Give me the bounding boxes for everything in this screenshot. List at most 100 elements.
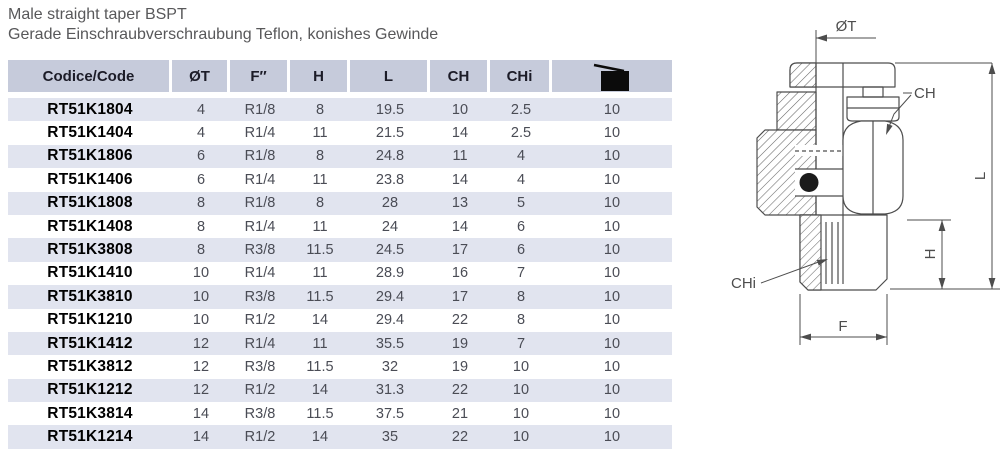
cell-h: 11 <box>312 125 328 142</box>
cell-code: RT51K3810 <box>47 287 133 305</box>
table-row: RT51K1406 6 R1/4 11 23.8 14 4 10 <box>8 168 672 191</box>
cell-l: 29.4 <box>375 312 405 329</box>
cell-thread: R1/4 <box>244 171 276 188</box>
page-title-en: Male straight taper BSPT <box>8 6 187 23</box>
cell-l: 35.5 <box>375 335 405 352</box>
page-title-de: Gerade Einschraubverschraubung Teflon, k… <box>8 26 439 43</box>
header-code: Codice/Code <box>8 60 172 92</box>
dim-label-h: H <box>922 249 939 260</box>
cell-tube-diameter: 14 <box>192 429 210 446</box>
cell-code: RT51K1806 <box>47 147 133 165</box>
cell-l: 28 <box>381 195 399 212</box>
cell-ch: 17 <box>451 288 469 305</box>
dim-label-f: F <box>838 318 847 335</box>
dimensions-table: Codice/Code ØT F″ H L CH CHi RT51K1804 4 R… <box>8 60 672 449</box>
cell-chi: 6 <box>516 242 526 259</box>
table-row: RT51K1404 4 R1/4 11 21.5 14 2.5 10 <box>8 121 672 144</box>
cell-thread: R1/2 <box>244 429 276 446</box>
cell-ch: 17 <box>451 242 469 259</box>
cell-package-qty: 10 <box>603 218 621 235</box>
cell-l: 32 <box>381 358 399 375</box>
cell-code: RT51K3808 <box>47 241 133 259</box>
cell-package-qty: 10 <box>603 125 621 142</box>
cell-h: 8 <box>315 148 325 165</box>
cell-tube-diameter: 6 <box>196 148 206 165</box>
cell-package-qty: 10 <box>603 358 621 375</box>
fitting-section-outline <box>756 62 904 291</box>
cell-l: 21.5 <box>375 125 405 142</box>
cell-tube-diameter: 10 <box>192 288 210 305</box>
table-row: RT51K1210 10 R1/2 14 29.4 22 8 10 <box>8 309 672 332</box>
cell-chi: 7 <box>516 265 526 282</box>
cell-code: RT51K1214 <box>47 428 133 446</box>
cell-code: RT51K1412 <box>47 334 133 352</box>
cell-tube-diameter: 10 <box>192 312 210 329</box>
cell-thread: R1/2 <box>244 312 276 329</box>
cell-package-qty: 10 <box>603 265 621 282</box>
cell-package-qty: 10 <box>603 242 621 259</box>
cell-ch: 10 <box>451 101 469 118</box>
cell-tube-diameter: 8 <box>196 242 206 259</box>
cell-ch: 14 <box>451 218 469 235</box>
cell-ch: 11 <box>452 148 468 165</box>
cell-tube-diameter: 8 <box>196 195 206 212</box>
o-ring-dot <box>799 173 819 192</box>
cell-package-qty: 10 <box>603 288 621 305</box>
cell-package-qty: 10 <box>603 148 621 165</box>
cell-chi: 5 <box>516 195 526 212</box>
table-row: RT51K3810 10 R3/8 11.5 29.4 17 8 10 <box>8 285 672 309</box>
cell-code: RT51K1210 <box>47 311 133 329</box>
cell-chi: 7 <box>516 335 526 352</box>
cell-ch: 14 <box>451 125 469 142</box>
cell-code: RT51K3814 <box>47 404 133 422</box>
header-package <box>552 60 672 92</box>
table-row: RT51K1412 12 R1/4 11 35.5 19 7 10 <box>8 331 672 356</box>
cell-chi: 10 <box>512 429 530 446</box>
header-tube-diameter: ØT <box>172 60 230 92</box>
dim-label-ch: CH <box>914 85 936 102</box>
cell-code: RT51K1808 <box>47 194 133 212</box>
cell-tube-diameter: 10 <box>192 265 210 282</box>
cell-tube-diameter: 6 <box>196 171 206 188</box>
cell-code: RT51K1406 <box>47 170 133 188</box>
table-row: RT51K1408 8 R1/4 11 24 14 6 10 <box>8 215 672 238</box>
table-row: RT51K1804 4 R1/8 8 19.5 10 2.5 10 <box>8 98 672 122</box>
cell-ch: 16 <box>451 265 469 282</box>
cell-tube-diameter: 12 <box>192 335 210 352</box>
cell-tube-diameter: 4 <box>196 101 206 118</box>
cell-tube-diameter: 14 <box>192 405 210 422</box>
cell-l: 24.8 <box>375 148 405 165</box>
cell-tube-diameter: 4 <box>196 125 206 142</box>
cell-chi: 10 <box>512 405 530 422</box>
dimension-lines <box>760 30 1000 345</box>
cell-chi: 4 <box>516 148 526 165</box>
title-block: Male straight taper BSPT Gerade Einschra… <box>8 5 438 45</box>
technical-drawing: ØT CH L H CHi F <box>731 18 1000 345</box>
cell-tube-diameter: 12 <box>192 382 210 399</box>
cell-thread: R3/8 <box>244 358 276 375</box>
header-h: H <box>290 60 350 92</box>
cell-chi: 2.5 <box>510 101 532 118</box>
cell-chi: 10 <box>512 382 530 399</box>
cell-package-qty: 10 <box>603 101 621 118</box>
cell-thread: R3/8 <box>244 288 276 305</box>
header-ch: CH <box>430 60 490 92</box>
cell-code: RT51K1410 <box>47 264 133 282</box>
cell-h: 11.5 <box>306 288 334 305</box>
table-row: RT51K1212 12 R1/2 14 31.3 22 10 10 <box>8 378 672 403</box>
cell-thread: R1/2 <box>244 382 276 399</box>
dim-label-chi: CHi <box>731 275 756 292</box>
cell-chi: 8 <box>516 312 526 329</box>
cell-ch: 19 <box>451 358 469 375</box>
cell-l: 28.9 <box>375 265 405 282</box>
dimension-arrows <box>800 34 996 341</box>
cell-l: 29.4 <box>375 288 405 305</box>
cell-thread: R1/4 <box>244 335 276 352</box>
cell-ch: 22 <box>451 382 469 399</box>
cell-chi: 8 <box>516 288 526 305</box>
dim-label-tube-diameter: ØT <box>836 18 857 35</box>
cell-package-qty: 10 <box>603 171 621 188</box>
cell-h: 11 <box>312 218 328 235</box>
header-thread: F″ <box>230 60 290 92</box>
